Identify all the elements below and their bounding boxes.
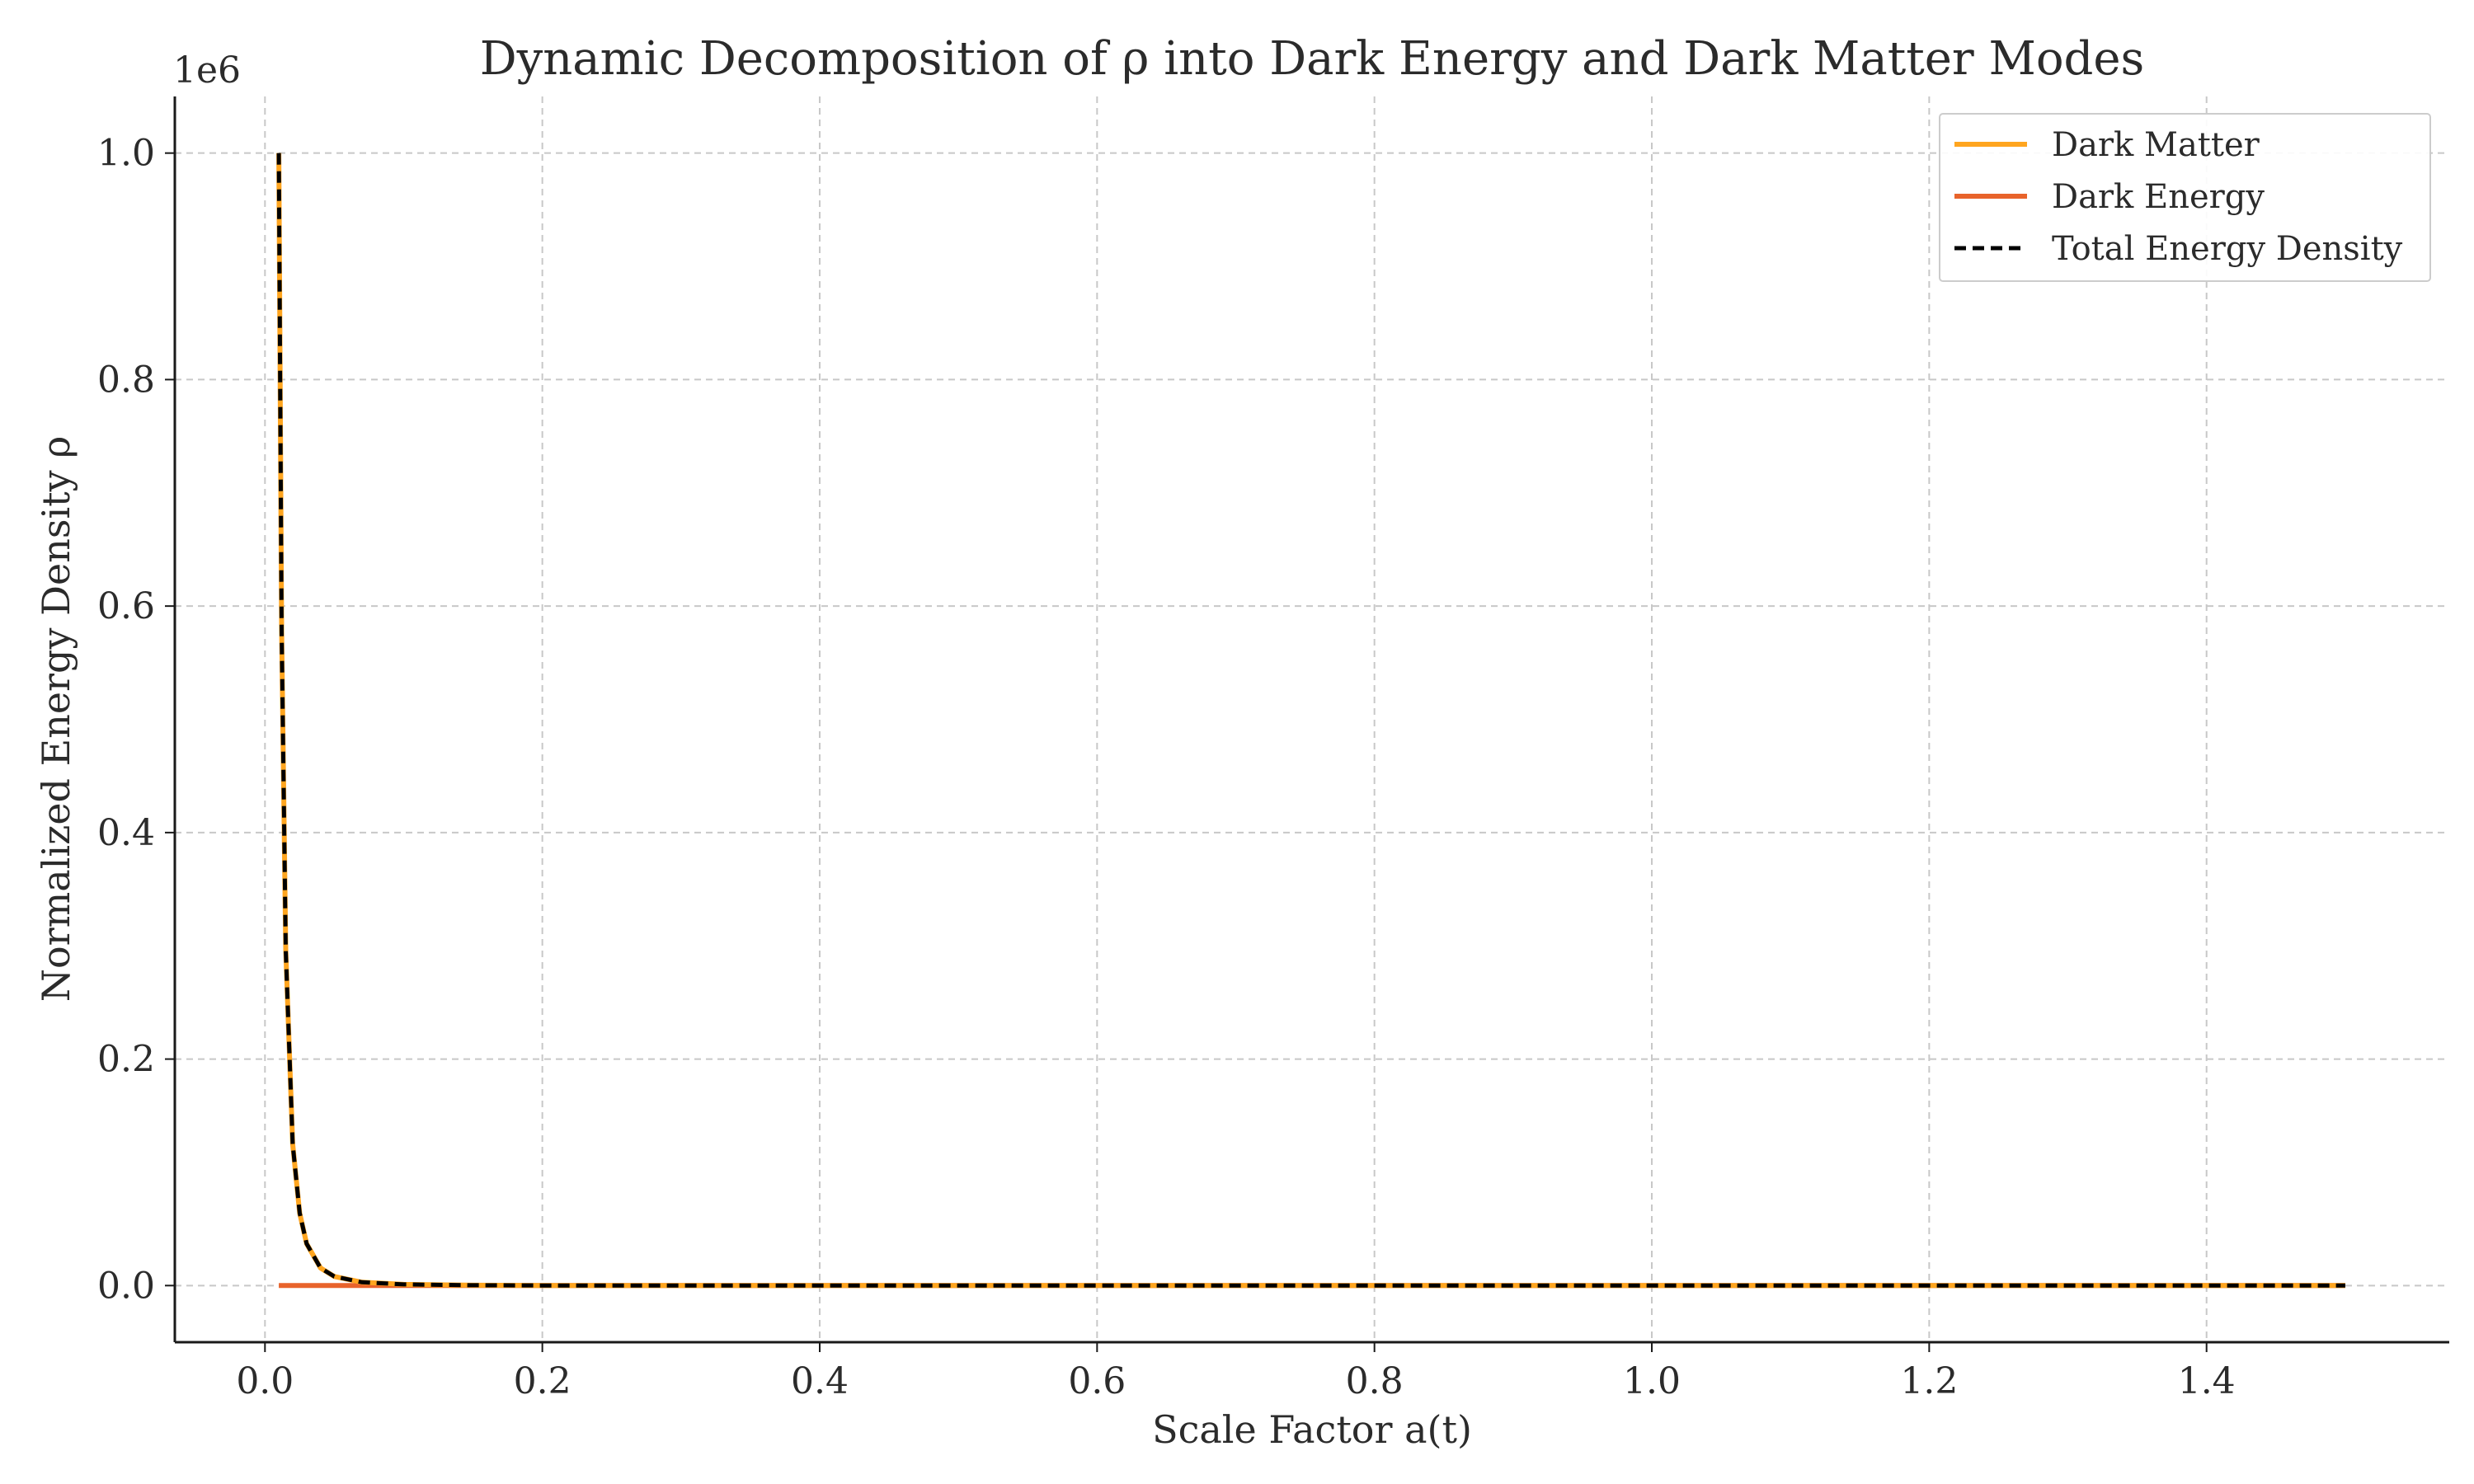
legend-label-dark-energy: Dark Energy <box>2052 178 2265 216</box>
x-tick-label: 1.2 <box>1900 1360 1958 1402</box>
grid <box>175 96 2449 1342</box>
tick-labels: 0.0 0.2 0.4 0.6 0.8 1.0 1.2 1.4 0.0 0.2 0.4 0.6 0.8 1… <box>97 133 2236 1402</box>
series-line-dark-matter <box>276 153 2345 1289</box>
y-tick-label: 0.2 <box>97 1039 155 1081</box>
y-tick-label: 0.4 <box>97 812 155 854</box>
y-tick-label: 0.6 <box>97 585 155 627</box>
chart-title: Dynamic Decomposition of ρ into Dark Ene… <box>480 32 2145 86</box>
x-tick-label: 0.4 <box>791 1360 849 1402</box>
legend-label-total-energy-density: Total Energy Density <box>2052 230 2403 268</box>
x-tick-label: 1.4 <box>2178 1360 2236 1402</box>
x-tick-label: 0.8 <box>1346 1360 1404 1402</box>
x-axis-title: Scale Factor a(t) <box>1152 1407 1472 1452</box>
y-tick-label: 1.0 <box>97 133 155 175</box>
legend: Dark Matter Dark Energy Total Energy Densi… <box>1939 113 2431 282</box>
axes <box>173 96 2449 1344</box>
x-tick-label: 0.2 <box>514 1360 571 1402</box>
plot-area <box>276 153 2345 1289</box>
x-tick-label: 1.0 <box>1623 1360 1681 1402</box>
x-tick-label: 0.6 <box>1068 1360 1126 1402</box>
legend-box <box>1939 113 2431 282</box>
y-axis-title: Normalized Energy Density ρ <box>34 436 78 1003</box>
y-tick-label: 0.0 <box>97 1265 155 1307</box>
series-line-total-energy-density <box>276 153 2345 1288</box>
legend-label-dark-matter: Dark Matter <box>2052 126 2260 164</box>
x-tick-label: 0.0 <box>236 1360 294 1402</box>
y-offset-label: 1e6 <box>173 49 241 92</box>
y-tick-label: 0.8 <box>97 359 155 401</box>
